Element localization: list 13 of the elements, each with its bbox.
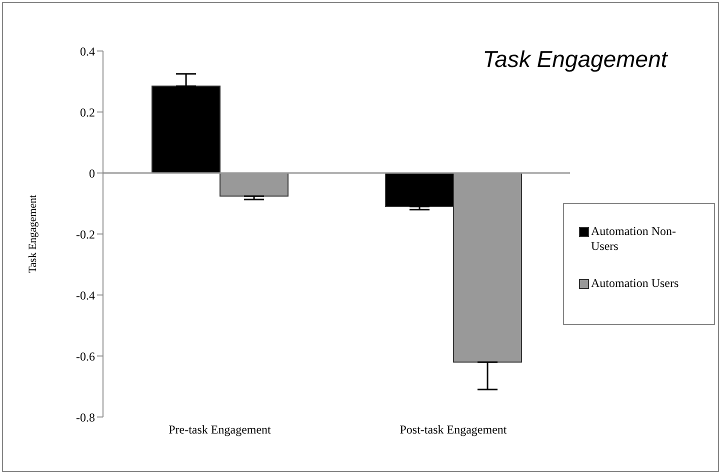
y-tick-label: 0	[89, 166, 95, 180]
legend-label: Automation Non-Users	[591, 224, 677, 254]
x-tick-label: Post-task Engagement	[400, 422, 508, 437]
legend-label: Automation Users	[591, 276, 680, 291]
y-axis-title: Task Engagement	[26, 194, 39, 274]
y-tick-label: -0.6	[76, 349, 95, 364]
x-tick-label: Pre-task Engagement	[168, 422, 272, 437]
chart-title: Task Engagement	[482, 46, 669, 73]
y-tick-label: -0.8	[76, 410, 95, 424]
y-tick-label: 0.4	[80, 44, 95, 58]
y-tick-label: 0.2	[80, 105, 95, 120]
y-tick-label: -0.4	[76, 288, 95, 302]
y-tick-label: -0.2	[76, 227, 95, 242]
